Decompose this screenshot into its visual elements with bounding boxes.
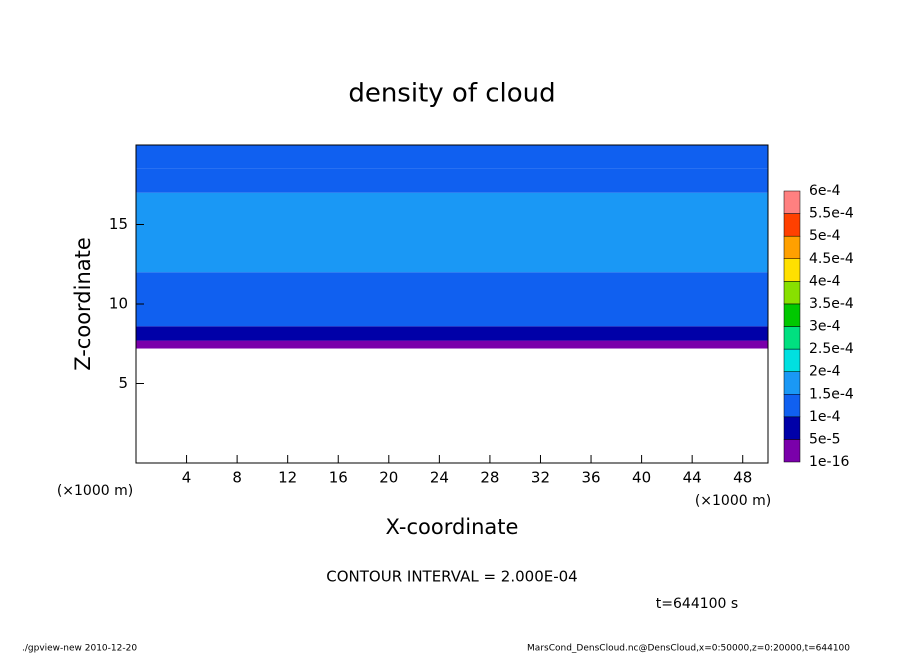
colorbar-box	[783, 416, 801, 440]
colorbar-label: 3.5e-4	[809, 296, 854, 312]
x-tick-label: 8	[232, 469, 242, 487]
colorbar-label: 5e-4	[809, 228, 841, 244]
x-tick-label: 40	[632, 469, 651, 487]
footer-left: ./gpview-new 2010-12-20	[22, 644, 137, 654]
colorbar-label: 1e-4	[809, 409, 841, 425]
colorbar-label: 2e-4	[809, 364, 841, 380]
colorbar-label: 5.5e-4	[809, 206, 854, 222]
contour-band	[136, 340, 768, 349]
colorbar-box	[783, 371, 801, 395]
contour-band	[136, 272, 768, 304]
x-tick-label: 16	[329, 469, 348, 487]
colorbar-label: 5e-5	[809, 431, 840, 447]
colorbar-box	[783, 394, 801, 418]
x-tick-label: 48	[733, 469, 752, 487]
y-axis-label: Z-coordinate	[71, 237, 95, 371]
x-tick-label: 32	[531, 469, 550, 487]
y-tick-label: 15	[109, 215, 128, 233]
colorbar-box	[783, 303, 801, 327]
colorbar-box	[783, 235, 801, 260]
y-tick-label: 10	[109, 295, 128, 313]
colorbar-label: 6e-4	[809, 183, 841, 199]
colorbar-label: 1e-16	[809, 454, 849, 470]
colorbar-box	[783, 213, 801, 237]
contour-band	[136, 304, 768, 327]
x-tick-label: 12	[278, 469, 297, 487]
colorbar-label: 4.5e-4	[809, 251, 854, 267]
time-label: t=644100 s	[656, 596, 738, 612]
colorbar-label: 4e-4	[809, 273, 841, 289]
colorbar-label: 3e-4	[809, 319, 841, 335]
x-tick-label: 24	[430, 469, 449, 487]
colorbar-box	[783, 281, 801, 305]
x-tick-label: 20	[379, 469, 398, 487]
footer-right: MarsCond_DensCloud.nc@DensCloud,x=0:5000…	[527, 644, 850, 654]
y-unit-label: (×1000 m)	[57, 483, 133, 499]
colorbar-box	[783, 190, 801, 214]
contour-band	[136, 168, 768, 193]
colorbar-label: 1.5e-4	[809, 386, 854, 402]
x-tick-label: 36	[581, 469, 600, 487]
contour-band	[136, 326, 768, 341]
colorbar-label: 2.5e-4	[809, 341, 854, 357]
colorbar-box	[783, 348, 801, 372]
contour-band	[136, 145, 768, 169]
chart-title: density of cloud	[348, 79, 555, 109]
x-unit-label: (×1000 m)	[695, 493, 771, 509]
x-axis-label: X-coordinate	[386, 515, 519, 539]
colorbar-box	[783, 439, 801, 463]
colorbar-box	[783, 326, 801, 350]
x-tick-label: 4	[182, 469, 192, 487]
x-tick-label: 28	[480, 469, 499, 487]
contour-band	[136, 192, 768, 273]
colorbar-box	[783, 258, 801, 282]
x-tick-label: 44	[683, 469, 702, 487]
contour-interval: CONTOUR INTERVAL = 2.000E-04	[326, 568, 577, 586]
y-tick-label: 5	[118, 374, 128, 392]
